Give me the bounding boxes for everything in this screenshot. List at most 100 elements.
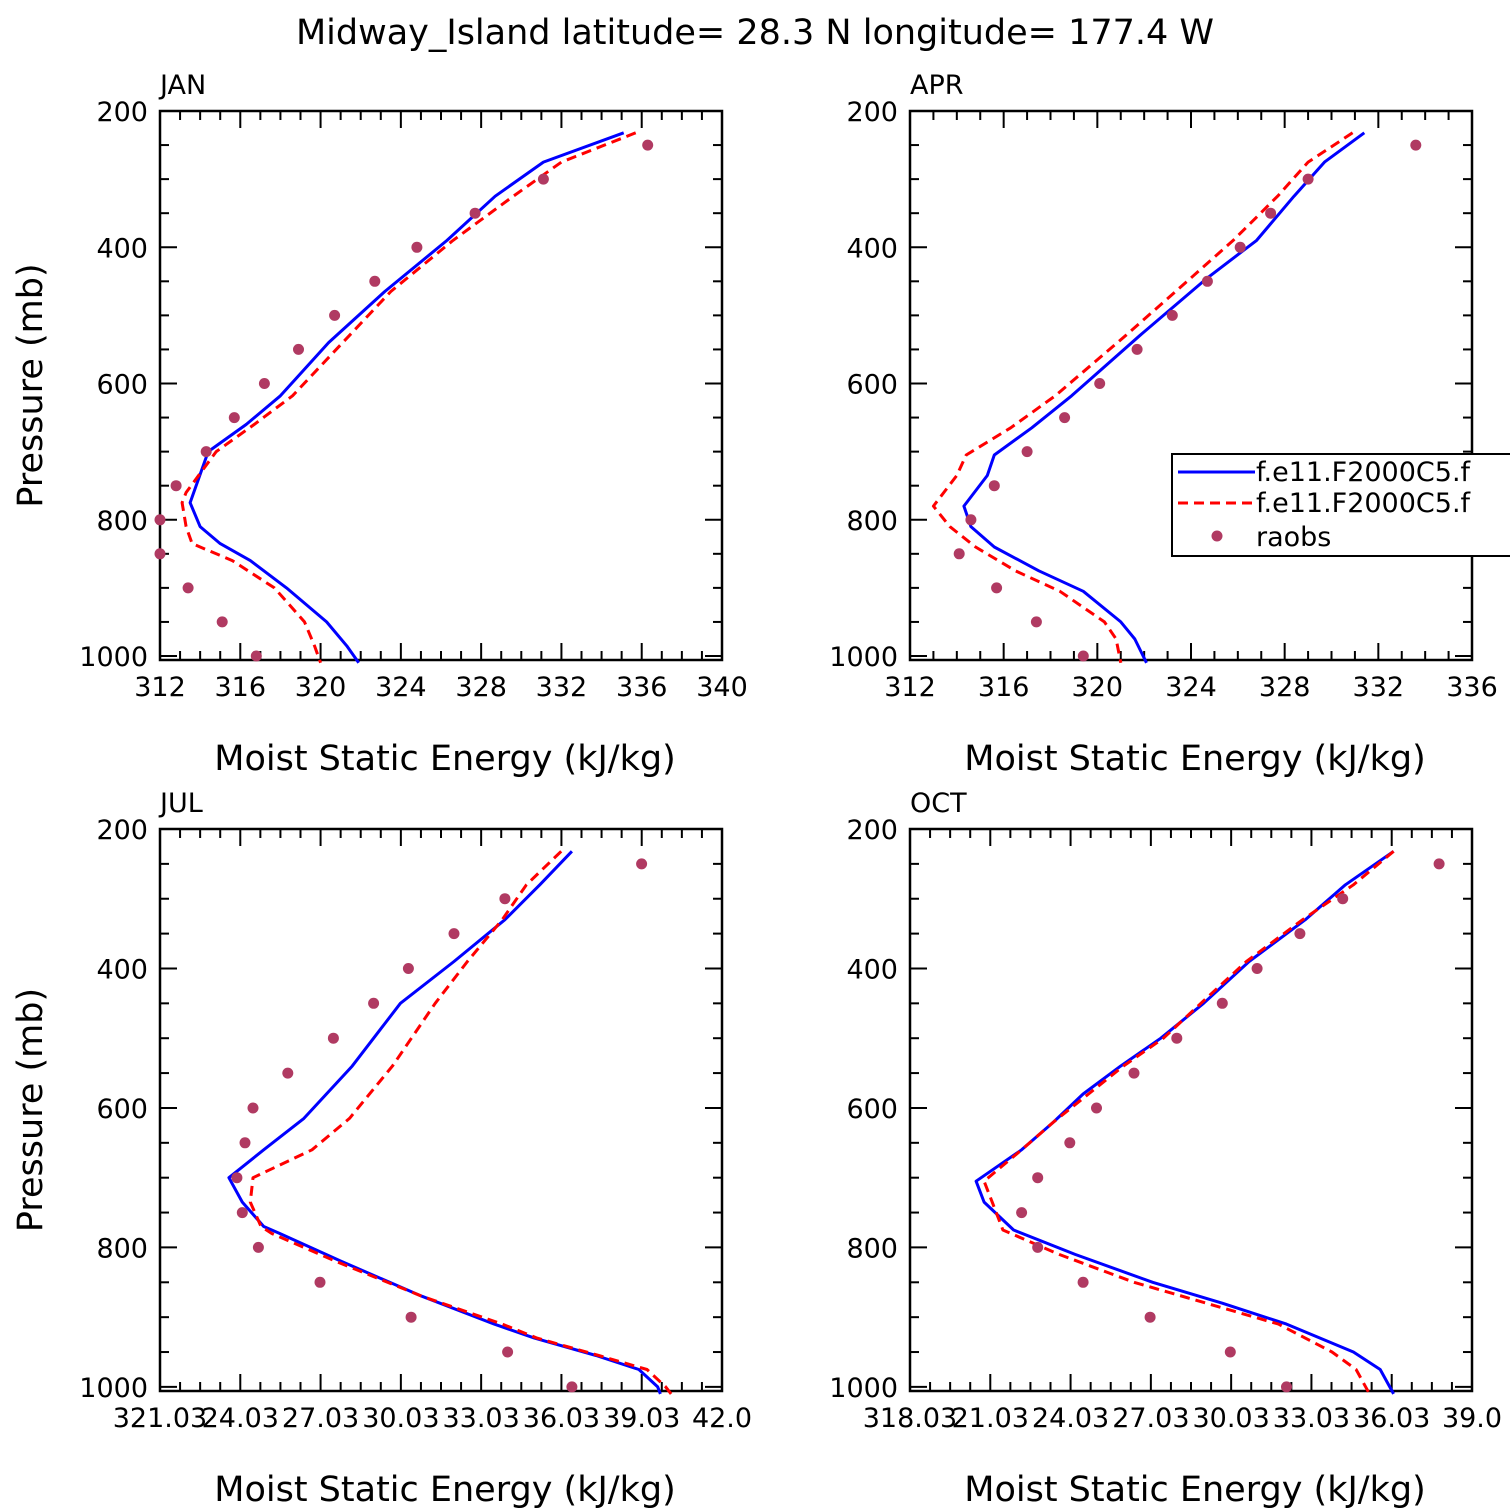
series-line-solid: [962, 131, 1366, 664]
raobs-point: [1281, 1381, 1292, 1393]
raobs-point: [1433, 858, 1445, 870]
raobs-point: [1171, 1032, 1183, 1044]
x-tick-label: 36.03: [523, 1403, 600, 1434]
series-line-solid: [188, 131, 625, 664]
raobs-point: [988, 480, 1000, 492]
x-tick-label: 321.03: [113, 1403, 207, 1434]
raobs-point: [636, 858, 648, 870]
x-axis-label: Moist Static Energy (kJ/kg): [964, 1470, 1425, 1510]
x-tick-label: 30.03: [1192, 1403, 1269, 1434]
x-tick-label: 24.03: [202, 1403, 279, 1434]
x-tick-label: 33.03: [1273, 1403, 1350, 1434]
x-tick-label: 328: [1259, 672, 1311, 703]
series-line-solid: [227, 850, 662, 1395]
raobs-point: [1166, 309, 1178, 321]
x-tick-label: 36.03: [1353, 1403, 1430, 1434]
raobs-point: [231, 1172, 243, 1184]
y-axis-label: Pressure (mb): [11, 263, 51, 507]
y-tick-label: 400: [846, 954, 898, 985]
y-axis-label: Pressure (mb): [11, 988, 51, 1232]
raobs-point: [369, 275, 381, 287]
x-tick-label: 332: [1353, 672, 1405, 703]
y-tick-label: 200: [846, 815, 898, 846]
raobs-point: [216, 616, 228, 628]
raobs-point: [258, 378, 270, 389]
legend: f.e11.F2000C5.f f.e11.F2000C5.f raobs: [1171, 453, 1510, 557]
x-axis-label: Moist Static Energy (kJ/kg): [214, 1470, 675, 1510]
y-tick-label: 400: [846, 233, 898, 264]
x-tick-label: 332: [536, 672, 588, 703]
raobs-point: [239, 1137, 251, 1149]
raobs-point: [1077, 650, 1089, 662]
x-axis-label: Moist Static Energy (kJ/kg): [964, 739, 1425, 779]
raobs-point: [1201, 275, 1213, 287]
raobs-point: [411, 241, 423, 253]
figure-title: Midway_Island latitude= 28.3 N longitude…: [296, 13, 1214, 53]
x-tick-label: 320: [1072, 672, 1124, 703]
raobs-point: [327, 1032, 339, 1044]
series-line-solid: [974, 850, 1395, 1395]
raobs-point: [1128, 1067, 1140, 1079]
raobs-point: [1337, 893, 1349, 905]
y-tick-label: 200: [846, 97, 898, 128]
panel-label: OCT: [910, 788, 967, 819]
raobs-point: [1094, 378, 1106, 389]
y-tick-label: 800: [846, 1233, 898, 1264]
plot-frame: [158, 109, 724, 662]
raobs-point: [953, 548, 965, 560]
raobs-point: [293, 343, 304, 355]
raobs-point: [642, 139, 654, 151]
raobs-point: [1216, 997, 1228, 1009]
raobs-point: [252, 1241, 264, 1253]
x-tick-label: 27.03: [1112, 1403, 1189, 1434]
raobs-point: [1302, 173, 1314, 185]
y-tick-label: 1000: [79, 642, 148, 673]
raobs-point: [402, 963, 414, 974]
y-tick-label: 200: [96, 97, 148, 128]
x-axis-label: Moist Static Energy (kJ/kg): [214, 739, 675, 779]
x-tick-label: 39.0: [1442, 1403, 1502, 1434]
raobs-point: [1294, 928, 1306, 940]
y-tick-label: 600: [846, 1094, 898, 1125]
raobs-point: [1251, 963, 1263, 974]
raobs-point: [566, 1381, 578, 1393]
series-line-dashed: [180, 131, 637, 664]
raobs-point: [236, 1207, 248, 1219]
raobs-point: [182, 582, 194, 594]
x-tick-label: 316: [215, 672, 267, 703]
legend-label-2: f.e11.F2000C5.f: [1256, 488, 1472, 519]
x-tick-label: 318.03: [863, 1403, 957, 1434]
y-tick-label: 400: [96, 233, 148, 264]
raobs-point: [1410, 139, 1422, 151]
raobs-point: [368, 997, 380, 1009]
panel-label: APR: [910, 70, 964, 101]
legend-label-3: raobs: [1256, 522, 1331, 553]
raobs-point: [499, 893, 511, 905]
series-line-dashed: [982, 850, 1395, 1395]
y-tick-label: 600: [96, 370, 148, 401]
raobs-point: [228, 412, 240, 424]
raobs-point: [1091, 1102, 1102, 1114]
raobs-point: [1016, 1207, 1028, 1219]
x-tick-label: 324: [375, 672, 427, 703]
x-tick-label: 320: [295, 672, 347, 703]
raobs-point: [282, 1067, 294, 1079]
raobs-point: [537, 173, 549, 185]
raobs-point: [502, 1346, 514, 1358]
x-tick-label: 336: [1446, 672, 1498, 703]
raobs-point: [170, 480, 182, 492]
legend-label-1: f.e11.F2000C5.f: [1256, 457, 1472, 488]
raobs-point: [1030, 616, 1042, 628]
raobs-point: [405, 1311, 417, 1323]
raobs-point: [1224, 1346, 1236, 1358]
y-tick-label: 600: [846, 370, 898, 401]
x-tick-label: 336: [616, 672, 668, 703]
x-tick-label: 27.03: [282, 1403, 359, 1434]
raobs-point: [314, 1276, 326, 1288]
raobs-point: [448, 928, 460, 940]
raobs-point: [469, 207, 481, 219]
x-tick-label: 312: [884, 672, 936, 703]
